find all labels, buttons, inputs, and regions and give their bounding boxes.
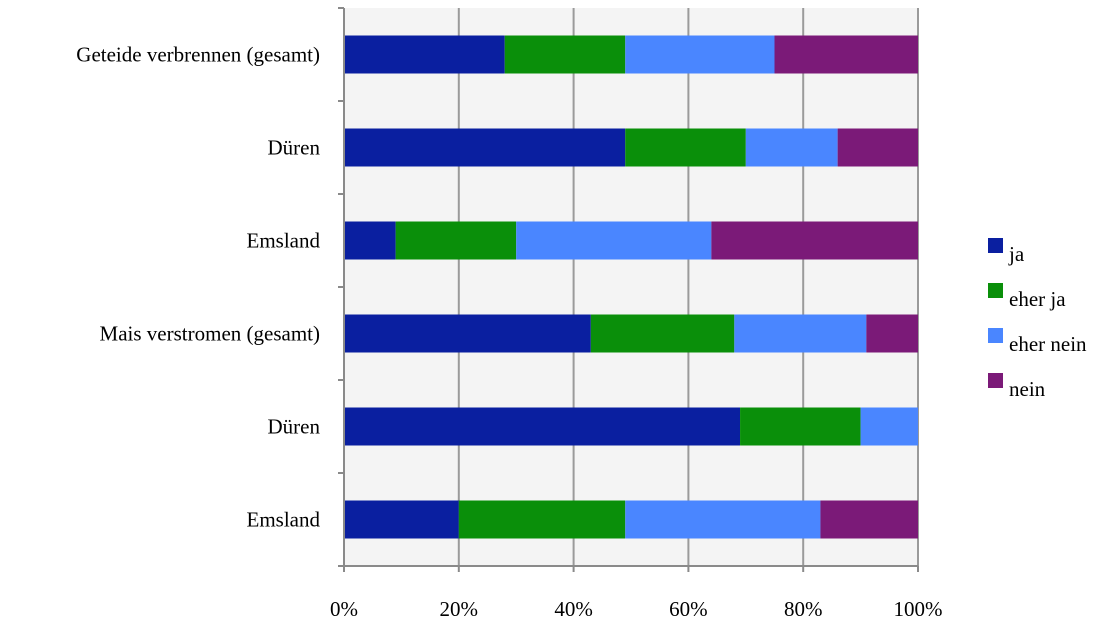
- bar-segment: [820, 500, 918, 539]
- legend-label: ja: [1008, 242, 1025, 266]
- bar-segment: [344, 314, 591, 353]
- bars: [344, 35, 918, 539]
- bar-segment: [344, 221, 396, 260]
- bar-segment: [745, 128, 838, 167]
- category-label: Geteide verbrennen (gesamt): [76, 43, 320, 67]
- bar-segment: [711, 221, 918, 260]
- bar-segment: [344, 500, 459, 539]
- x-tick-label: 0%: [330, 597, 358, 621]
- bar-segment: [860, 407, 918, 446]
- category-label: Emsland: [247, 508, 321, 532]
- category-labels: Geteide verbrennen (gesamt) Düren Emsland M…: [76, 43, 320, 532]
- legend-label: eher nein: [1009, 332, 1087, 356]
- bar-segment: [344, 407, 741, 446]
- legend-swatch: [988, 328, 1003, 343]
- legend-swatch: [988, 283, 1003, 298]
- bar-segment: [625, 128, 746, 167]
- axes: [338, 7, 919, 572]
- legend: ja eher ja eher nein nein: [988, 238, 1087, 401]
- bar-segment: [837, 128, 918, 167]
- category-label: Emsland: [247, 229, 321, 253]
- category-label: Düren: [268, 136, 321, 160]
- x-tick-label: 40%: [554, 597, 593, 621]
- bar-segment: [458, 500, 626, 539]
- x-tick-labels: 0% 20% 40% 60% 80% 100%: [330, 597, 943, 621]
- legend-label: eher ja: [1009, 287, 1066, 311]
- x-tick-label: 60%: [669, 597, 708, 621]
- bar-segment: [344, 35, 505, 74]
- bar-segment: [344, 128, 626, 167]
- x-tick-label: 80%: [784, 597, 823, 621]
- bar-segment: [734, 314, 867, 353]
- legend-label: nein: [1009, 377, 1046, 401]
- x-tick-label: 100%: [894, 597, 943, 621]
- bar-segment: [516, 221, 712, 260]
- bar-segment: [590, 314, 735, 353]
- bar-segment: [866, 314, 918, 353]
- x-tick-label: 20%: [440, 597, 479, 621]
- bar-segment: [395, 221, 517, 260]
- legend-swatch: [988, 373, 1003, 388]
- category-label: Düren: [268, 415, 321, 439]
- bar-segment: [625, 35, 775, 74]
- bar-segment: [625, 500, 821, 539]
- category-label: Mais verstromen (gesamt): [100, 322, 320, 346]
- plot-area: [344, 8, 918, 566]
- bar-segment: [740, 407, 861, 446]
- bar-segment: [774, 35, 918, 74]
- legend-swatch: [988, 238, 1003, 253]
- bar-segment: [504, 35, 626, 74]
